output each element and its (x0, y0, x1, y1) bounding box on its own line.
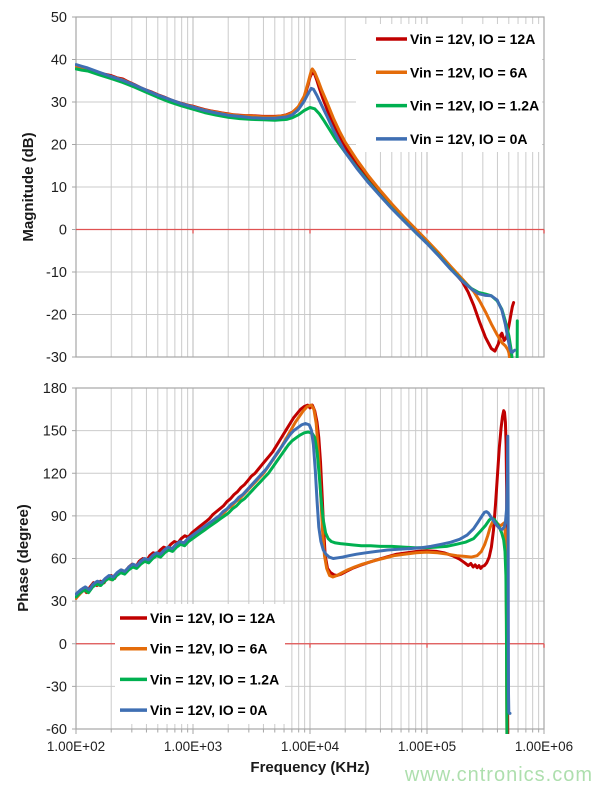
y-tick-label: 50 (51, 10, 67, 26)
legend-label: Vin = 12V, IO = 0A (150, 702, 268, 718)
series-line-3 (75, 422, 512, 715)
y-tick-label: 60 (51, 552, 67, 568)
axis-ticks: 50 40 30 20 10 0 -10 -20 -30 (46, 10, 76, 366)
series-lines (75, 403, 512, 734)
y-tick-label: -10 (46, 265, 67, 281)
legend-label: Vin = 12V, IO = 1.2A (150, 671, 279, 687)
phase-chart: 180 150 120 90 60 30 0 -30 -601.00E+02 1.00E+03 1.… (43, 381, 573, 754)
y-tick-label: -20 (46, 308, 67, 324)
plot-border (75, 387, 545, 730)
frequency-axis-title: Frequency (KHz) (250, 759, 369, 776)
y-tick-label: 180 (43, 381, 67, 397)
legend-label: Vin = 12V, IO = 0A (410, 131, 528, 147)
x-tick-label: 1.00E+04 (281, 739, 340, 754)
x-tick-label: 1.00E+06 (515, 739, 573, 754)
y-tick-label: 30 (51, 594, 67, 610)
legend: Vin = 12V, IO = 12A Vin = 12V, IO = 6A Vin… (356, 24, 542, 152)
y-tick-label: 30 (51, 95, 67, 111)
legend-label: Vin = 12V, IO = 1.2A (410, 98, 539, 114)
y-tick-label: 150 (43, 424, 67, 440)
y-tick-label: 90 (51, 509, 67, 525)
legend-box (356, 24, 542, 152)
legend: Vin = 12V, IO = 12A Vin = 12V, IO = 6A Vin… (115, 604, 285, 724)
y-tick-label: 120 (43, 466, 67, 482)
y-tick-label: 20 (51, 138, 67, 154)
y-tick-label: -30 (46, 350, 67, 366)
series-line-3 (75, 63, 517, 354)
legend-label: Vin = 12V, IO = 12A (410, 31, 535, 47)
legend-label: Vin = 12V, IO = 6A (410, 64, 528, 80)
y-tick-label: 10 (51, 180, 67, 196)
phase-axis-title: Phase (degree) (15, 504, 32, 612)
plot-border (75, 16, 545, 358)
magnitude-axis-title: Magnitude (dB) (20, 132, 37, 241)
legend-box (115, 604, 285, 724)
y-tick-label: -60 (46, 722, 67, 738)
series-lines (75, 63, 519, 358)
watermark: www.cntronics.com (404, 764, 593, 786)
axis-ticks: 180 150 120 90 60 30 0 -30 -601.00E+02 1.00E+03 1.… (43, 381, 573, 754)
y-tick-label: 40 (51, 53, 67, 69)
zero-axis-line (76, 228, 545, 234)
x-tick-label: 1.00E+03 (164, 739, 222, 754)
y-tick-label: 0 (59, 223, 67, 239)
series-line-2 (75, 430, 509, 734)
legend-label: Vin = 12V, IO = 12A (150, 610, 275, 626)
y-tick-label: 0 (59, 637, 67, 653)
x-tick-label: 1.00E+02 (47, 739, 105, 754)
y-tick-label: -30 (46, 679, 67, 695)
x-tick-label: 1.00E+05 (398, 739, 456, 754)
legend-label: Vin = 12V, IO = 6A (150, 641, 268, 657)
